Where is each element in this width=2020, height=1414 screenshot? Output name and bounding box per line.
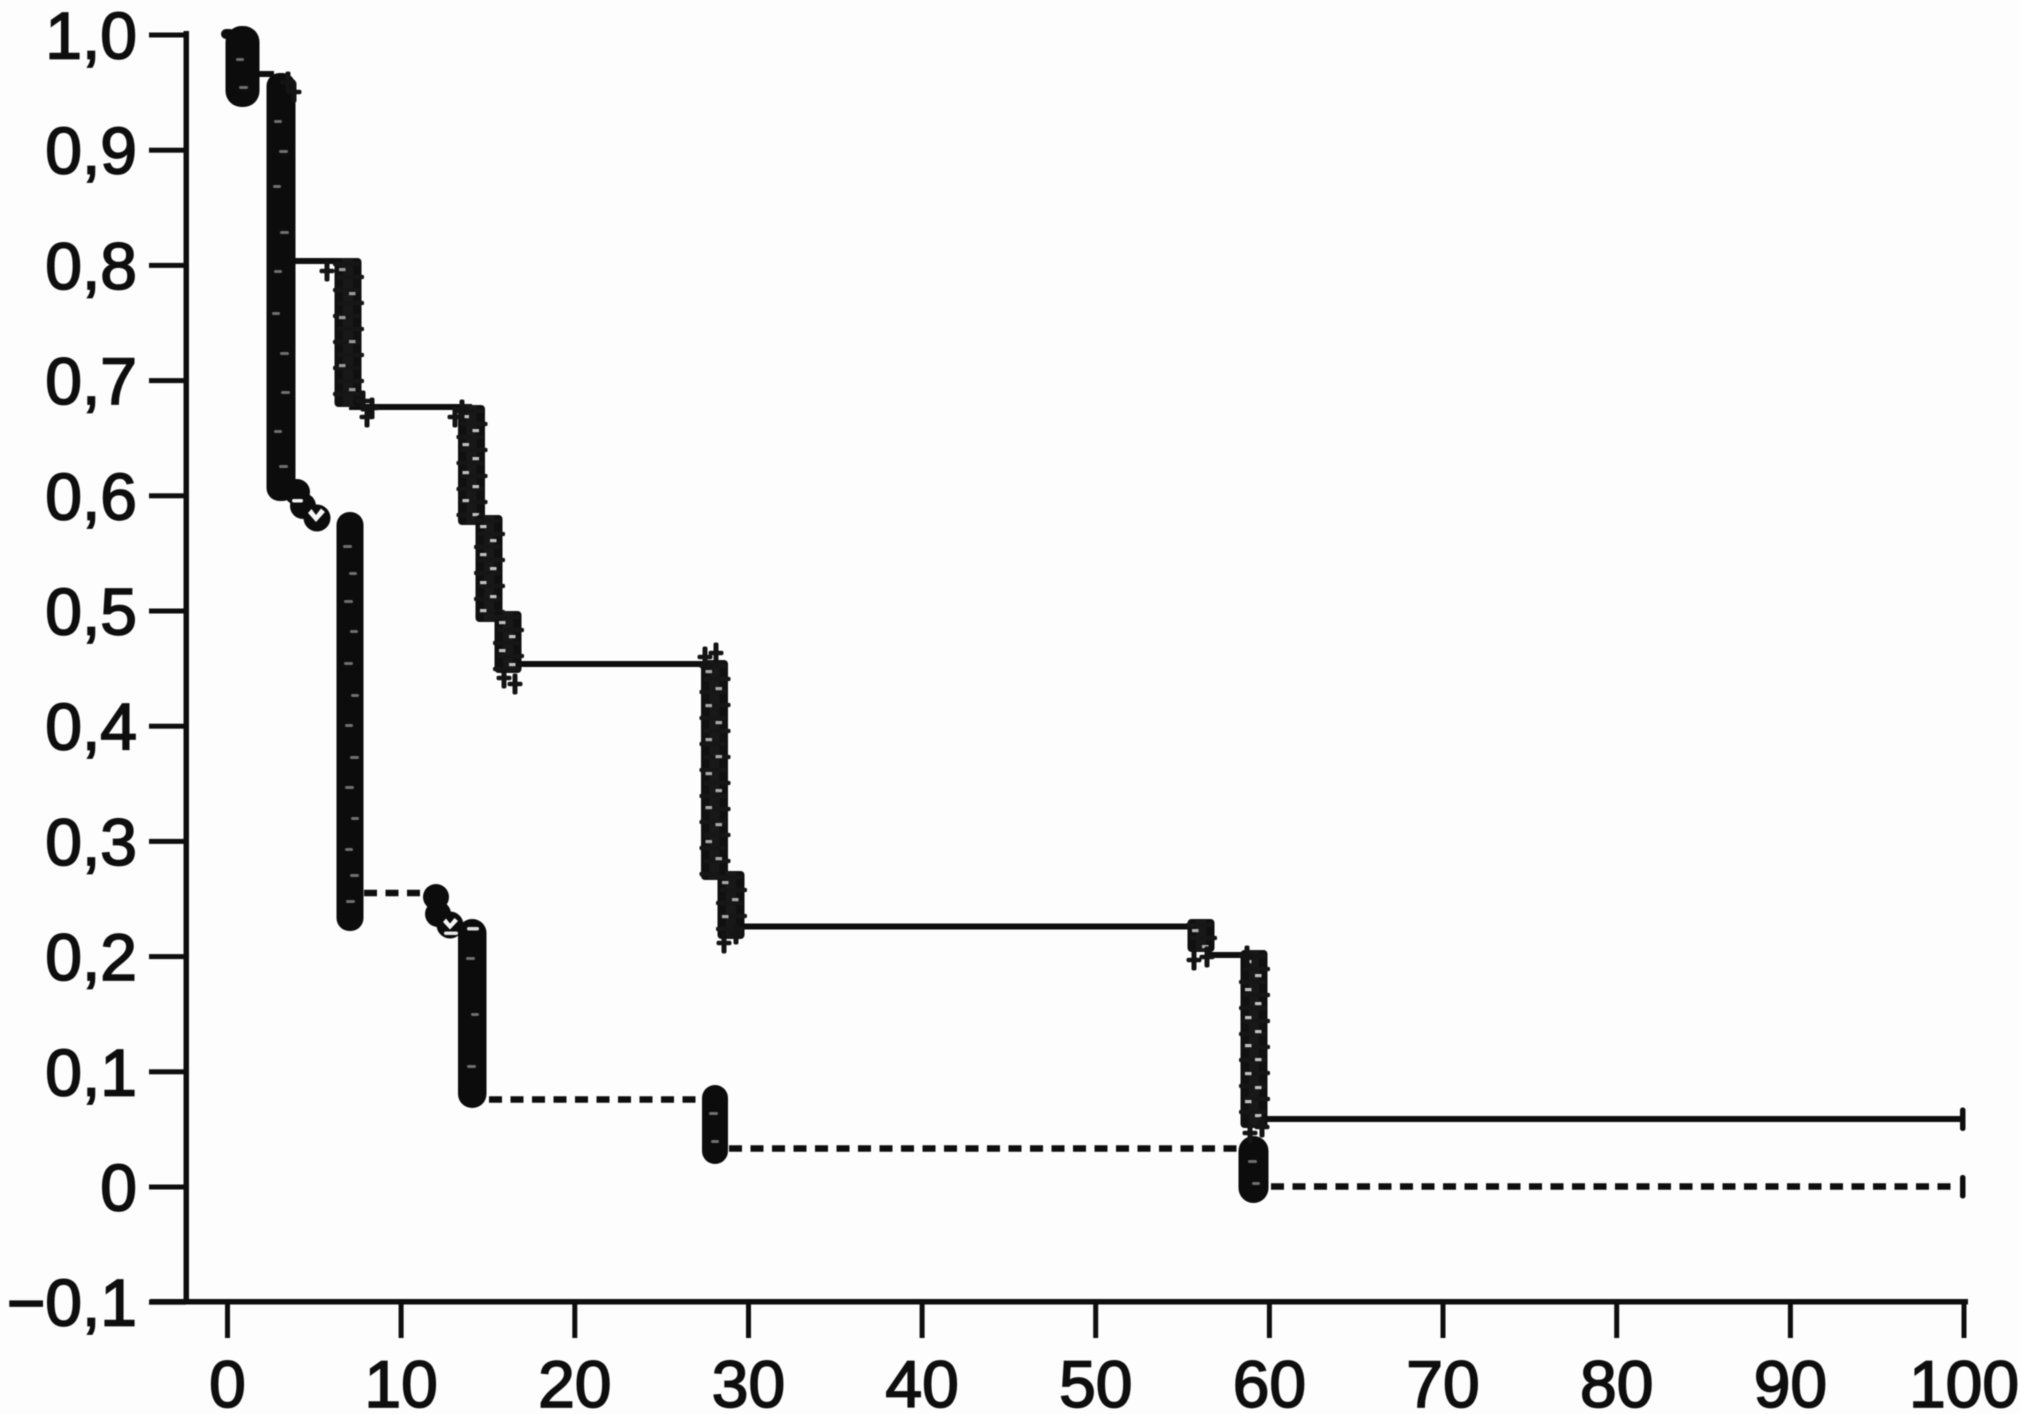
svg-text:1,0: 1,0	[45, 0, 137, 73]
svg-text:0: 0	[209, 1347, 246, 1414]
svg-text:40: 40	[885, 1347, 958, 1414]
svg-text:20: 20	[538, 1347, 611, 1414]
svg-text:90: 90	[1754, 1347, 1827, 1414]
svg-text:0,4: 0,4	[45, 690, 137, 764]
svg-text:0,5: 0,5	[45, 575, 137, 649]
svg-text:10: 10	[364, 1347, 437, 1414]
svg-text:0,6: 0,6	[45, 459, 137, 533]
svg-text:100: 100	[1909, 1347, 2019, 1414]
svg-text:30: 30	[712, 1347, 785, 1414]
svg-text:0,8: 0,8	[45, 229, 137, 303]
svg-text:0,1: 0,1	[45, 1035, 137, 1109]
svg-text:0,2: 0,2	[45, 920, 137, 994]
svg-text:80: 80	[1580, 1347, 1653, 1414]
svg-text:0,9: 0,9	[45, 114, 137, 188]
svg-text:−0,1: −0,1	[7, 1266, 137, 1340]
svg-text:50: 50	[1059, 1347, 1132, 1414]
svg-text:0,3: 0,3	[45, 805, 137, 879]
svg-text:0,7: 0,7	[45, 344, 137, 418]
svg-text:60: 60	[1233, 1347, 1306, 1414]
svg-text:70: 70	[1406, 1347, 1479, 1414]
svg-text:0: 0	[100, 1151, 137, 1225]
